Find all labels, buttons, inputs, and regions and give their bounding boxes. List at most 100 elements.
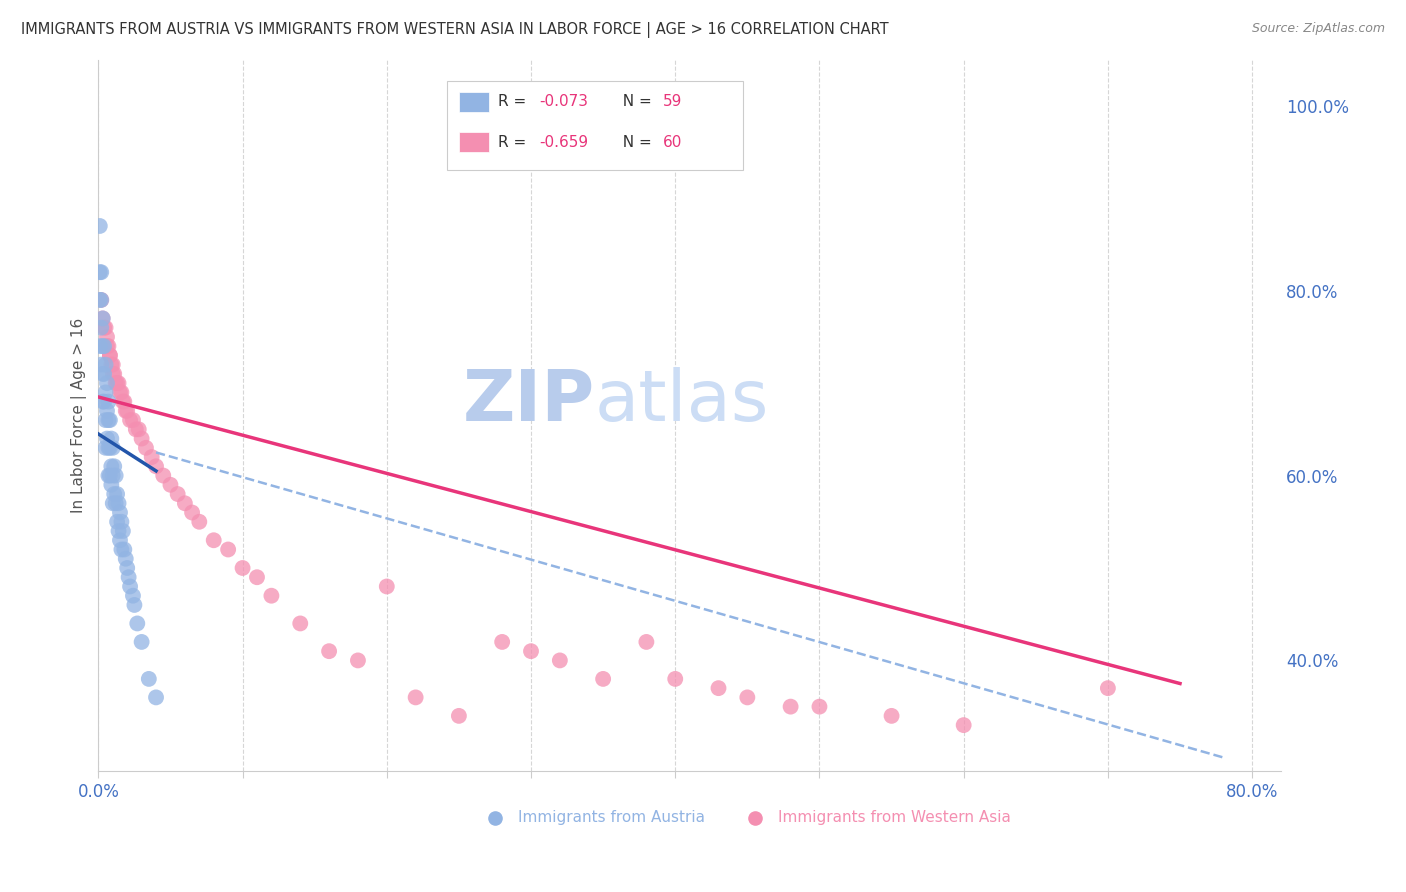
Point — [104, 496, 127, 510]
Point — [91, 311, 114, 326]
Point — [104, 376, 127, 391]
Point — [138, 672, 160, 686]
Point — [90, 293, 112, 307]
Point — [91, 367, 114, 381]
Bar — [458, 92, 489, 112]
Point — [93, 320, 115, 334]
Point — [112, 542, 135, 557]
Text: ZIP: ZIP — [463, 367, 595, 435]
Point — [94, 441, 117, 455]
Point — [93, 394, 115, 409]
Point — [96, 432, 118, 446]
Point — [117, 570, 139, 584]
Point — [347, 653, 370, 667]
Point — [101, 496, 124, 510]
Point — [100, 432, 122, 446]
Y-axis label: In Labor Force | Age > 16: In Labor Force | Age > 16 — [72, 318, 87, 513]
Text: Immigrants from Western Asia: Immigrants from Western Asia — [779, 810, 1011, 825]
Point — [100, 459, 122, 474]
Point — [737, 690, 759, 705]
Point — [114, 404, 136, 418]
Point — [128, 422, 150, 436]
Point — [96, 330, 118, 344]
Bar — [458, 132, 489, 153]
Point — [101, 358, 124, 372]
Point — [707, 681, 730, 695]
Point — [100, 477, 122, 491]
Text: R =: R = — [498, 94, 531, 109]
Point — [808, 699, 831, 714]
Point — [93, 367, 115, 381]
Point — [94, 413, 117, 427]
Point — [91, 311, 114, 326]
Point — [90, 358, 112, 372]
Text: IMMIGRANTS FROM AUSTRIA VS IMMIGRANTS FROM WESTERN ASIA IN LABOR FORCE | AGE > 1: IMMIGRANTS FROM AUSTRIA VS IMMIGRANTS FR… — [21, 22, 889, 38]
Point — [405, 690, 427, 705]
Point — [104, 468, 127, 483]
Point — [548, 653, 571, 667]
Text: -0.073: -0.073 — [540, 94, 589, 109]
Point — [98, 441, 121, 455]
Point — [108, 385, 131, 400]
Text: R =: R = — [498, 135, 531, 150]
Point — [111, 394, 134, 409]
Point — [125, 422, 148, 436]
Point — [90, 265, 112, 279]
Point — [152, 468, 174, 483]
Point — [97, 441, 120, 455]
Point — [145, 690, 167, 705]
Text: N =: N = — [613, 135, 657, 150]
Point — [1097, 681, 1119, 695]
Point — [636, 635, 658, 649]
Point — [202, 533, 225, 548]
Point — [181, 506, 204, 520]
Point — [94, 385, 117, 400]
Point — [592, 672, 614, 686]
Text: Immigrants from Austria: Immigrants from Austria — [519, 810, 706, 825]
Point — [246, 570, 269, 584]
Point — [107, 496, 129, 510]
Point — [141, 450, 163, 464]
Point — [105, 487, 128, 501]
Point — [131, 635, 153, 649]
Point — [90, 320, 112, 334]
Point — [880, 709, 903, 723]
Point — [520, 644, 543, 658]
Point — [120, 413, 142, 427]
Point — [108, 506, 131, 520]
Point — [89, 293, 111, 307]
Point — [115, 404, 138, 418]
Point — [94, 320, 117, 334]
Point — [112, 394, 135, 409]
Point — [89, 339, 111, 353]
Text: 59: 59 — [662, 94, 682, 109]
Point — [105, 376, 128, 391]
Point — [111, 524, 134, 538]
Point — [96, 404, 118, 418]
Point — [90, 293, 112, 307]
Point — [98, 348, 121, 362]
Point — [101, 441, 124, 455]
Point — [96, 376, 118, 391]
Point — [97, 339, 120, 353]
Point — [93, 339, 115, 353]
Point — [122, 589, 145, 603]
Text: Source: ZipAtlas.com: Source: ZipAtlas.com — [1251, 22, 1385, 36]
Point — [115, 561, 138, 575]
Text: N =: N = — [613, 94, 657, 109]
Point — [107, 376, 129, 391]
Point — [491, 635, 513, 649]
Point — [89, 219, 111, 233]
Point — [232, 561, 254, 575]
Point — [110, 542, 132, 557]
Point — [159, 477, 181, 491]
Point — [107, 524, 129, 538]
Text: atlas: atlas — [595, 367, 769, 435]
Point — [114, 551, 136, 566]
Text: -0.659: -0.659 — [540, 135, 589, 150]
Point — [145, 459, 167, 474]
Point — [375, 579, 398, 593]
Point — [101, 367, 124, 381]
Point — [103, 487, 125, 501]
Point — [779, 699, 801, 714]
